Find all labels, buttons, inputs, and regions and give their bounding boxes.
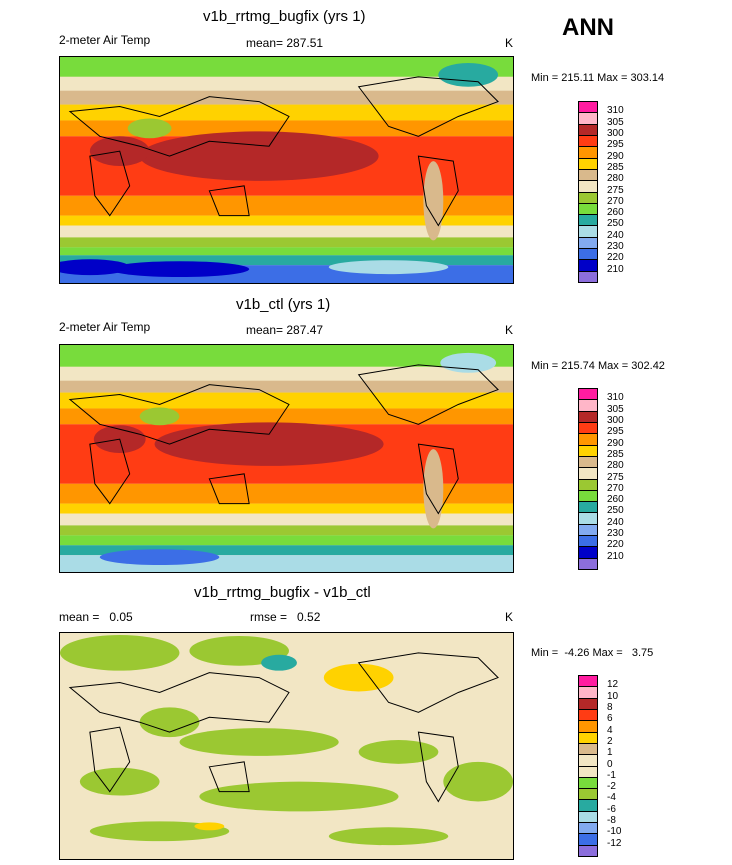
colorbar-label: 295 — [607, 139, 624, 151]
colorbar-label: 6 — [607, 713, 613, 725]
colorbar-label: 305 — [607, 116, 624, 128]
panel1-variable-label: 2-meter Air Temp — [59, 33, 151, 47]
colorbar-label: 260 — [607, 494, 624, 506]
panel3-map — [59, 632, 514, 860]
colorbar-label: 230 — [607, 241, 624, 253]
colorbar-label: 295 — [607, 426, 624, 438]
colorbar-label: 310 — [607, 105, 624, 117]
colorbar-label: -4 — [607, 792, 616, 804]
colorbar-label: 270 — [607, 482, 624, 494]
panel2-mean-label: mean= 287.47 — [246, 323, 324, 337]
colorbar-label: 285 — [607, 161, 624, 173]
panel1-minmax: Min = 215.11 Max = 303.14 — [531, 72, 665, 84]
colorbar-label: 12 — [607, 679, 619, 691]
colorbar-label: -10 — [607, 826, 622, 838]
panel1-map — [59, 56, 514, 284]
colorbar-label: 220 — [607, 539, 624, 551]
colorbar-label: 210 — [607, 550, 624, 562]
colorbar-label: 8 — [607, 701, 613, 713]
colorbar-label: 310 — [607, 392, 624, 404]
colorbar-label: 1 — [607, 747, 613, 759]
colorbar-label: 240 — [607, 229, 624, 241]
colorbar-label: 260 — [607, 207, 624, 219]
colorbar-label: 0 — [607, 758, 613, 770]
colorbar-label: -6 — [607, 803, 616, 815]
colorbar-label: 280 — [607, 173, 624, 185]
colorbar-label: 285 — [607, 448, 624, 460]
colorbar-label: 4 — [607, 724, 613, 736]
panel3-title: v1b_rrtmg_bugfix - v1b_ctl — [194, 584, 371, 601]
colorbar-label: 250 — [607, 505, 624, 517]
colorbar-label: 240 — [607, 516, 624, 528]
colorbar-box — [578, 270, 598, 283]
season-label: ANN — [562, 14, 614, 41]
colorbar-box — [578, 844, 598, 857]
colorbar-label: -1 — [607, 769, 616, 781]
colorbar-label: 300 — [607, 414, 624, 426]
panel2-minmax: Min = 215.74 Max = 302.42 — [531, 360, 665, 372]
panel1-mean-label: mean= 287.51 — [246, 36, 324, 50]
panel2-title: v1b_ctl (yrs 1) — [236, 296, 331, 313]
colorbar-label: 10 — [607, 690, 619, 702]
colorbar-label: 280 — [607, 460, 624, 472]
panel3-minmax: Min = -4.26 Max = 3.75 — [531, 647, 654, 659]
colorbar-label: 275 — [607, 471, 624, 483]
panel3-mean-label: mean = 0.05 — [59, 610, 133, 624]
panel3-units: K — [505, 610, 514, 624]
colorbar-label: -8 — [607, 815, 616, 827]
colorbar-label: -2 — [607, 781, 616, 793]
colorbar-label: 210 — [607, 263, 624, 275]
panel1-title: v1b_rrtmg_bugfix (yrs 1) — [203, 8, 366, 25]
colorbar-label: 230 — [607, 528, 624, 540]
colorbar-label: 250 — [607, 218, 624, 230]
colorbar-label: 300 — [607, 127, 624, 139]
colorbar-label: 290 — [607, 150, 624, 162]
colorbar-label: 270 — [607, 195, 624, 207]
colorbar-box — [578, 557, 598, 570]
panel2-variable-label: 2-meter Air Temp — [59, 320, 151, 334]
panel3-rmse-label: rmse = 0.52 — [250, 610, 321, 624]
colorbar-label: 305 — [607, 403, 624, 415]
colorbar-label: 220 — [607, 252, 624, 264]
colorbar-label: 2 — [607, 735, 613, 747]
panel2-units: K — [505, 323, 514, 337]
colorbar-label: -12 — [607, 837, 622, 849]
panel1-units: K — [505, 36, 514, 50]
colorbar-label: 275 — [607, 184, 624, 196]
colorbar-label: 290 — [607, 437, 624, 449]
panel2-map — [59, 344, 514, 573]
